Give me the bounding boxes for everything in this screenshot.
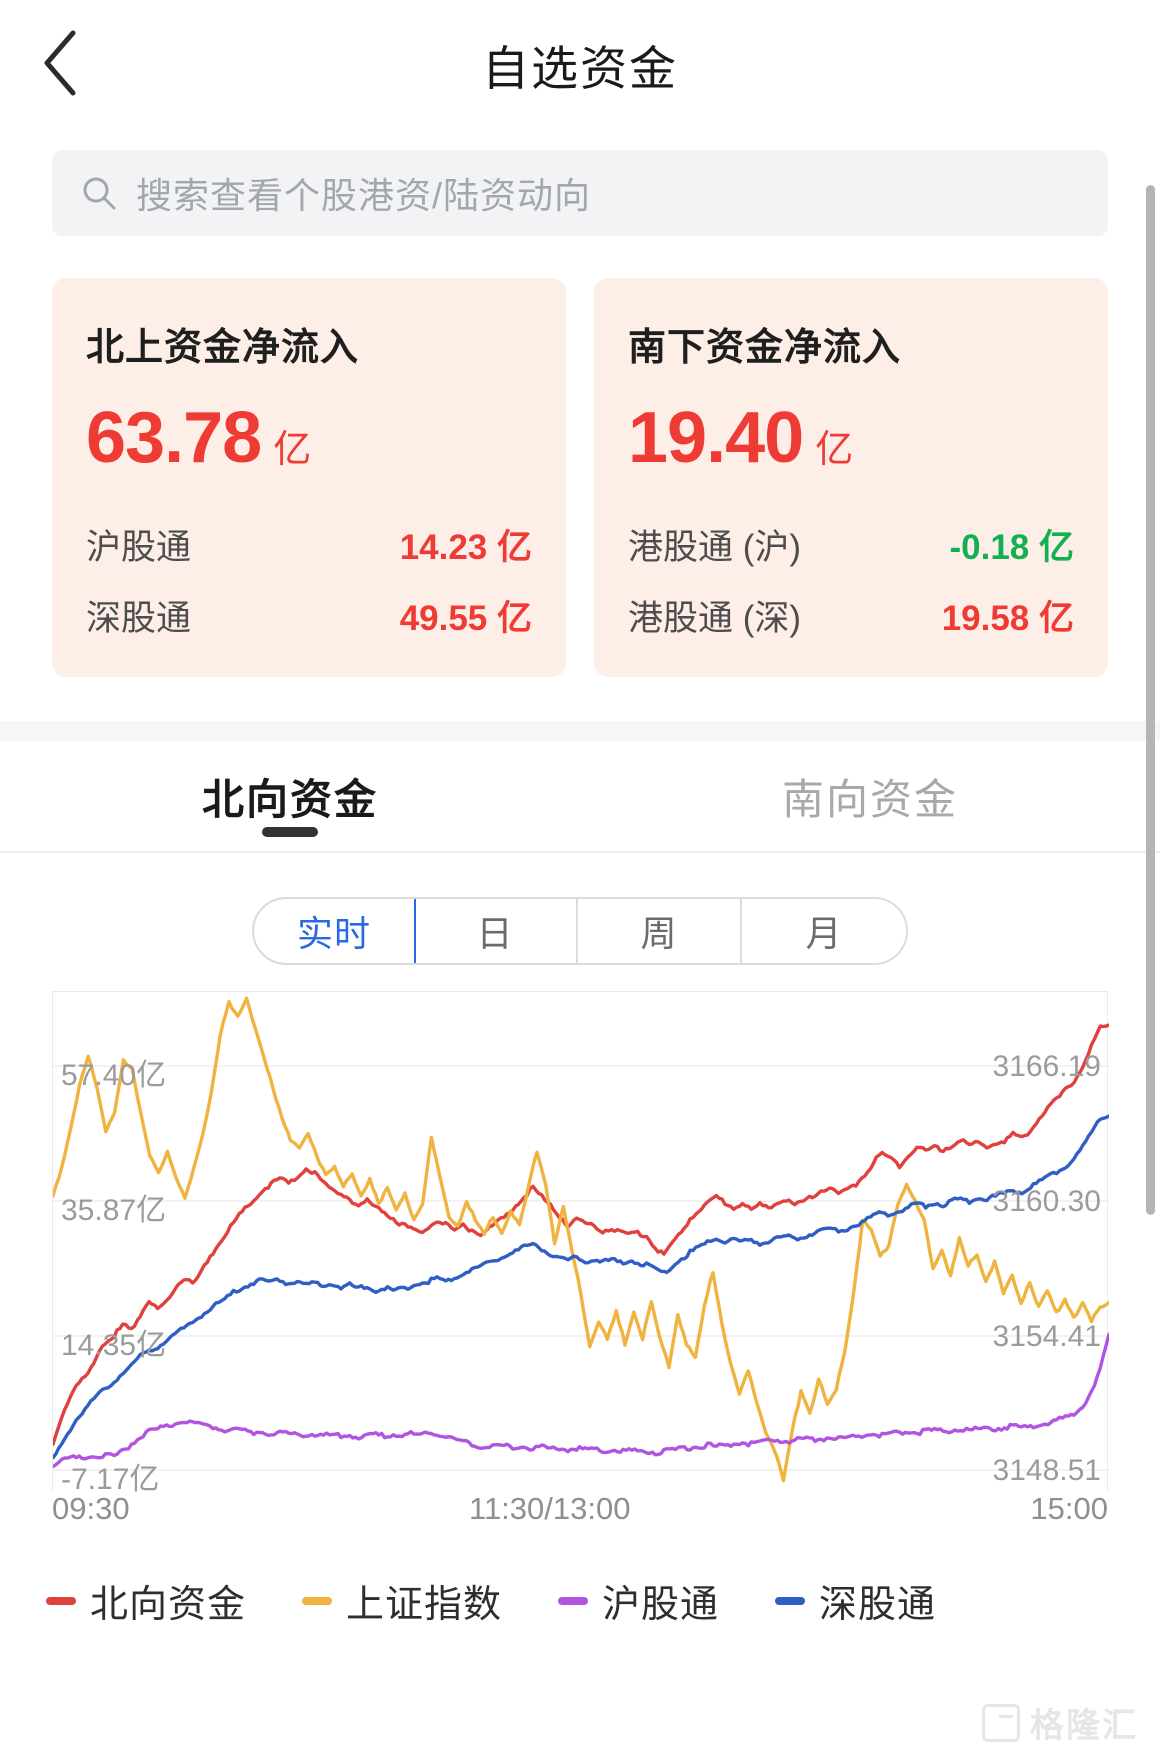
x-axis-tick: 15:00 [1030, 1491, 1108, 1526]
page-scrollbar[interactable] [1146, 185, 1155, 1215]
tab-southbound[interactable]: 南向资金 [580, 741, 1160, 851]
legend-item[interactable]: 深股通 [775, 1573, 936, 1628]
summary-cards: 北上资金净流入 63.78 亿 沪股通 14.23 亿 深股通 49.55 亿 … [0, 236, 1160, 677]
tab-label: 南向资金 [781, 775, 958, 823]
legend-label: 沪股通 [602, 1584, 720, 1626]
card-value: 19.40 [628, 398, 804, 478]
legend-swatch-icon [302, 1596, 333, 1605]
row-label: 港股通 (沪) [628, 528, 802, 567]
chart-series-北向资金 [53, 1023, 1109, 1446]
row-value: 19.58 亿 [941, 599, 1074, 638]
period-option-day[interactable]: 日 [414, 899, 578, 963]
row-value: -0.18 亿 [949, 528, 1075, 567]
chart-plot-area: 57.40亿 35.87亿 14.35亿 -7.17亿 3166.19 3160… [52, 991, 1109, 1496]
card-northbound[interactable]: 北上资金净流入 63.78 亿 沪股通 14.23 亿 深股通 49.55 亿 [52, 278, 566, 677]
watermark: 格隆汇 [982, 1698, 1138, 1747]
legend-swatch-icon [775, 1596, 806, 1605]
card-row: 深股通 49.55 亿 [86, 590, 532, 641]
chevron-left-icon [37, 27, 85, 99]
search-input[interactable]: 搜索查看个股港资/陆资动向 [52, 150, 1108, 236]
card-southbound[interactable]: 南下资金净流入 19.40 亿 港股通 (沪) -0.18 亿 港股通 (深) … [594, 278, 1108, 677]
card-main-value: 19.40 亿 [628, 397, 1074, 479]
search-icon [80, 174, 118, 212]
x-axis-tick: 11:30/13:00 [469, 1491, 631, 1526]
legend-item[interactable]: 北向资金 [46, 1573, 246, 1628]
tab-northbound[interactable]: 北向资金 [0, 741, 580, 851]
legend-item[interactable]: 上证指数 [302, 1573, 502, 1628]
legend-swatch-icon [558, 1596, 589, 1605]
y-axis-left-tick: 57.40亿 [61, 1059, 167, 1092]
y-axis-right-tick: 3166.19 [992, 1050, 1101, 1083]
period-option-label: 日 [476, 913, 514, 954]
row-label: 港股通 (深) [628, 599, 802, 638]
chart-legend: 北向资金 上证指数 沪股通 深股通 [0, 1545, 1160, 1628]
card-title: 南下资金净流入 [628, 327, 902, 369]
period-option-label: 月 [805, 913, 843, 954]
period-option-realtime[interactable]: 实时 [254, 899, 416, 963]
card-value: 63.78 [86, 398, 262, 478]
row-label: 沪股通 [86, 528, 192, 567]
watermark-text: 格隆汇 [1030, 1707, 1138, 1745]
flow-direction-tabs: 北向资金 南向资金 [0, 741, 1160, 853]
legend-item[interactable]: 沪股通 [558, 1573, 719, 1628]
section-divider [0, 721, 1160, 741]
y-axis-right-tick: 3148.51 [992, 1454, 1101, 1487]
card-unit: 亿 [273, 429, 312, 471]
card-main-value: 63.78 亿 [86, 397, 532, 479]
back-button[interactable] [26, 28, 96, 98]
page-title: 自选资金 [482, 41, 678, 95]
chart-series-上证指数 [53, 996, 1109, 1483]
card-unit: 亿 [815, 429, 854, 471]
card-detail-rows: 沪股通 14.23 亿 深股通 49.55 亿 [86, 519, 532, 641]
chart-series-沪股通 [53, 1332, 1109, 1469]
legend-label: 北向资金 [90, 1584, 247, 1626]
tab-label: 北向资金 [201, 775, 378, 823]
y-axis-left-tick: 35.87亿 [61, 1194, 167, 1227]
tab-active-indicator [262, 827, 318, 837]
y-axis-left-tick: 14.35亿 [61, 1329, 167, 1362]
row-value: 49.55 亿 [399, 599, 532, 638]
period-segment-wrap: 实时 日 周 月 [0, 853, 1160, 991]
fund-flow-chart[interactable]: 57.40亿 35.87亿 14.35亿 -7.17亿 3166.19 3160… [52, 991, 1109, 1496]
card-row: 港股通 (深) 19.58 亿 [628, 590, 1074, 641]
card-detail-rows: 港股通 (沪) -0.18 亿 港股通 (深) 19.58 亿 [628, 519, 1074, 641]
legend-swatch-icon [46, 1596, 76, 1605]
period-option-label: 周 [640, 913, 678, 954]
card-row: 港股通 (沪) -0.18 亿 [628, 519, 1074, 570]
legend-label: 深股通 [819, 1584, 937, 1626]
period-option-month[interactable]: 月 [742, 899, 906, 963]
y-axis-right-tick: 3160.30 [992, 1185, 1101, 1218]
period-option-label: 实时 [296, 913, 371, 954]
y-axis-left-tick: -7.17亿 [61, 1463, 160, 1496]
period-option-week[interactable]: 周 [578, 899, 742, 963]
legend-label: 上证指数 [346, 1584, 503, 1626]
chart-series-深股通 [53, 1114, 1109, 1460]
search-placeholder: 搜索查看个股港资/陆资动向 [136, 175, 592, 216]
x-axis-tick: 09:30 [52, 1491, 130, 1526]
row-value: 14.23 亿 [399, 528, 532, 567]
card-title: 北上资金净流入 [86, 327, 360, 369]
y-axis-right-tick: 3154.41 [992, 1320, 1101, 1353]
card-row: 沪股通 14.23 亿 [86, 519, 532, 570]
x-axis: 09:30 11:30/13:00 15:00 [52, 1491, 1108, 1545]
chart-lines [53, 996, 1109, 1483]
search-section: 搜索查看个股港资/陆资动向 [0, 128, 1160, 236]
page-header: 自选资金 [0, 0, 1160, 128]
period-segmented-control: 实时 日 周 月 [252, 897, 908, 965]
row-label: 深股通 [86, 599, 192, 638]
gelonghui-logo-icon [982, 1703, 1020, 1742]
